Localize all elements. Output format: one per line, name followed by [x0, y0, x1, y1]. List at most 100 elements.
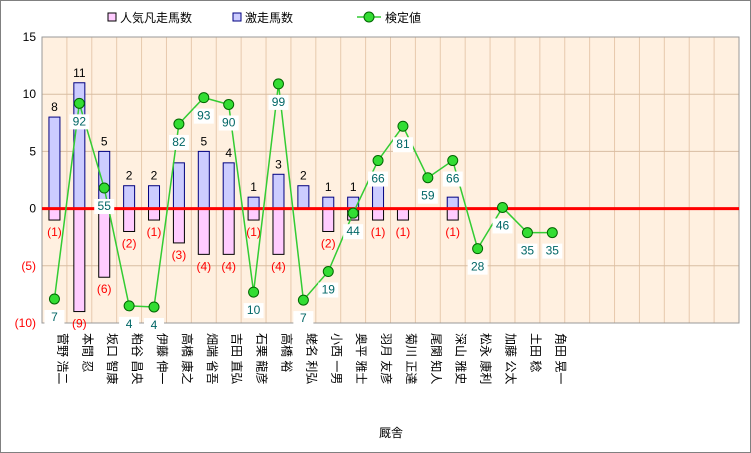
test-value-label-bg — [392, 137, 413, 153]
test-value-point — [123, 300, 135, 312]
test-value-label: 4 — [126, 317, 133, 331]
negative-count-label: (4) — [221, 259, 236, 273]
test-value-label: 4 — [151, 318, 158, 332]
test-value-point — [173, 118, 185, 130]
bar-6-positive — [172, 162, 185, 210]
x-category-label: 小西 一男 — [329, 333, 343, 384]
test-value-point — [272, 78, 284, 90]
bar-6-negative — [172, 208, 185, 244]
positive-count-label: 5 — [200, 134, 207, 148]
positive-count-label: 3 — [275, 157, 282, 171]
test-value-label: 28 — [471, 260, 485, 274]
bar-8-positive — [222, 162, 235, 210]
legend-label: 人気凡走馬数 — [120, 10, 192, 25]
negative-count-label: (4) — [271, 259, 286, 273]
test-value-label: 90 — [222, 115, 236, 129]
test-value-point — [48, 293, 60, 305]
bar-7-negative — [197, 208, 210, 255]
test-value-label-bg — [44, 309, 65, 325]
test-value-label-bg — [318, 282, 339, 298]
negative-count-label: (1) — [147, 225, 162, 239]
x-category-label: 高橋 裕 — [279, 333, 294, 372]
x-category-label: 羽月 友彦 — [379, 333, 394, 384]
bar-2-negative — [73, 208, 86, 313]
x-category-label: 深山 雅史 — [454, 333, 469, 384]
x-axis-title: 厩舎 — [379, 426, 403, 440]
bar-4-negative — [123, 208, 136, 232]
bar-14-negative — [372, 208, 385, 221]
x-category-label: 加藤 公太 — [504, 333, 519, 384]
bar-12-negative — [322, 208, 335, 232]
test-value-label-bg — [243, 303, 264, 319]
bar-5-positive — [148, 185, 161, 210]
test-value-point — [397, 120, 409, 132]
test-value-label: 81 — [396, 137, 410, 151]
bar-5-negative — [148, 208, 161, 221]
x-category-label: 松永 康利 — [479, 333, 494, 384]
bar-17-negative — [446, 208, 459, 221]
y-tick-label: (5) — [21, 259, 36, 273]
test-value-label: 7 — [51, 310, 58, 324]
test-value-point — [297, 294, 309, 306]
positive-count-label: 1 — [325, 180, 332, 194]
x-category-label: 粕谷 昌央 — [130, 333, 145, 384]
negative-count-label: (1) — [445, 225, 460, 239]
bar-9-positive — [247, 196, 260, 210]
x-category-label: 角田 晃一 — [553, 333, 567, 384]
negative-count-label: (1) — [396, 225, 411, 239]
test-value-label-bg — [492, 218, 513, 234]
test-value-label-bg — [293, 311, 314, 327]
test-value-label: 44 — [346, 224, 360, 238]
negative-count-label: (2) — [321, 236, 336, 250]
test-value-point — [148, 301, 160, 313]
test-value-label-bg — [467, 259, 488, 275]
test-value-point — [422, 172, 434, 184]
bar-11-positive — [297, 185, 310, 210]
x-category-label: 菅野 浩二 — [55, 333, 69, 384]
positive-count-label: 5 — [101, 134, 108, 148]
test-value-point — [98, 182, 110, 194]
negative-count-label: (4) — [196, 259, 211, 273]
positive-count-label: 2 — [126, 169, 133, 183]
x-category-label: 吉田 直弘 — [230, 333, 244, 384]
test-value-label: 93 — [197, 109, 211, 123]
test-value-label: 59 — [421, 189, 435, 203]
test-value-label: 82 — [172, 135, 186, 149]
test-value-label-bg — [417, 188, 438, 204]
negative-count-label: (1) — [371, 225, 386, 239]
positive-count-label: 11 — [73, 66, 86, 80]
negative-count-label: (1) — [246, 225, 261, 239]
bar-10-positive — [272, 173, 285, 210]
test-value-label-bg — [119, 316, 140, 332]
legend-label: 激走馬数 — [245, 10, 293, 25]
test-value-label: 35 — [521, 244, 535, 258]
positive-count-label: 1 — [250, 180, 257, 194]
bar-9-negative — [247, 208, 260, 221]
plot-border — [41, 36, 740, 324]
test-value-label: 7 — [300, 311, 307, 325]
test-value-point — [521, 227, 533, 239]
test-value-point — [372, 155, 384, 167]
test-value-point — [447, 155, 459, 167]
bar-10-negative — [272, 208, 285, 255]
bar-13-positive — [347, 196, 360, 210]
test-value-label: 92 — [73, 114, 87, 128]
test-value-label-bg — [343, 224, 364, 240]
test-value-label-bg — [94, 199, 115, 215]
x-category-label: 菊川 正達 — [404, 333, 418, 384]
bar-12-positive — [322, 196, 335, 210]
positive-count-label: 8 — [51, 100, 58, 114]
test-value-label-bg — [168, 134, 189, 150]
legend-swatch — [232, 12, 242, 22]
bar-8-negative — [222, 208, 235, 255]
test-value-label: 99 — [272, 95, 286, 109]
test-value-point — [322, 266, 334, 278]
y-tick-label: (10) — [15, 316, 36, 330]
test-value-label-bg — [542, 243, 563, 259]
test-value-label-bg — [368, 171, 389, 187]
positive-count-label: 1 — [350, 180, 357, 194]
test-value-label-bg — [144, 317, 165, 333]
x-category-label: 高橋 康之 — [180, 333, 195, 384]
test-value-point — [546, 227, 558, 239]
